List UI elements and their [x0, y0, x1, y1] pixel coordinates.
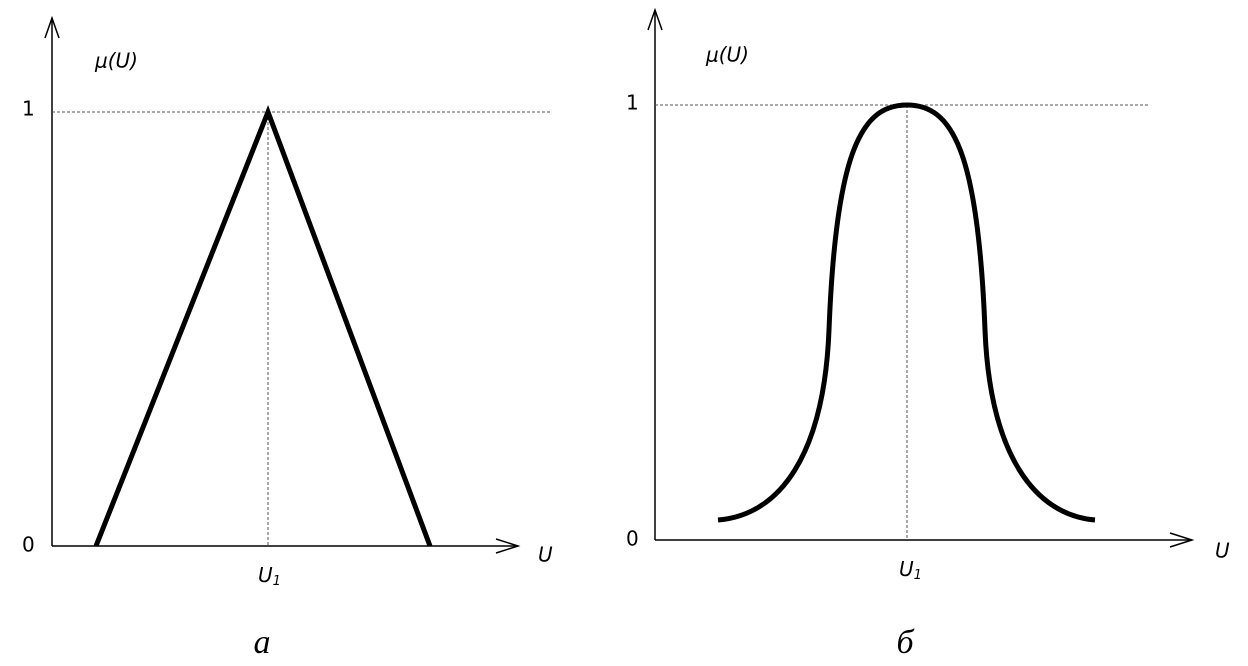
y-arrow [44, 15, 60, 39]
x-arrow [495, 538, 521, 554]
tick-one: 1 [626, 91, 639, 115]
x-mark: U1 [899, 557, 922, 583]
caption: а [254, 624, 271, 661]
caption: б [896, 624, 915, 661]
x-mark: U1 [258, 563, 281, 589]
triangle-function [93, 105, 433, 547]
panel-b: μ(U) 1 0 U U1 б [626, 7, 1230, 661]
y-arrow [647, 7, 663, 31]
x-label: U [538, 543, 553, 567]
bell-function [717, 102, 1096, 523]
tick-one: 1 [22, 97, 35, 121]
x-arrow [1169, 532, 1195, 548]
tick-zero: 0 [22, 533, 35, 557]
x-label: U [1215, 539, 1230, 563]
tick-zero: 0 [626, 527, 639, 551]
y-label: μ(U) [94, 49, 138, 73]
panel-a: μ(U) 1 0 U U1 а [22, 15, 553, 661]
y-label: μ(U) [705, 43, 749, 67]
